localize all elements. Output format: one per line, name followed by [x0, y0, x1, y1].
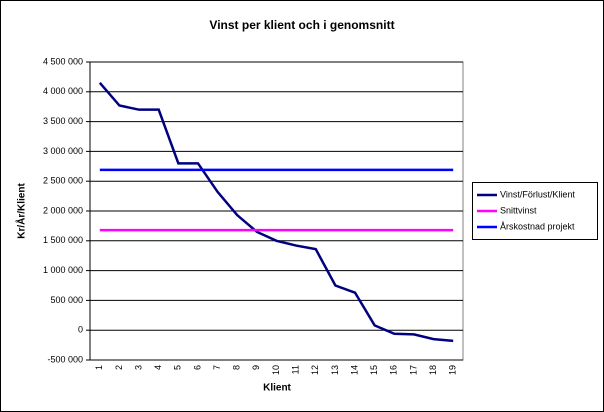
chart-title: Vinst per klient och i genomsnitt — [209, 18, 394, 32]
x-tick-label: 11 — [291, 365, 301, 374]
x-tick-label: 15 — [369, 365, 379, 375]
y-tick-label: 2 000 000 — [43, 205, 83, 215]
x-tick-label: 4 — [153, 365, 163, 370]
y-tick-label: 4 000 000 — [43, 86, 83, 96]
y-tick-label: 1 000 000 — [43, 265, 83, 275]
y-axis-label: Kr/År/Klient — [15, 183, 28, 239]
y-tick-label: 3 500 000 — [43, 116, 83, 126]
x-tick-label: 10 — [271, 365, 281, 375]
y-tick-label: 3 000 000 — [43, 146, 83, 156]
x-tick-label: 8 — [232, 365, 242, 370]
legend-label: Snittvinst — [500, 205, 537, 215]
x-tick-label: 17 — [408, 365, 418, 375]
x-tick-label: 6 — [192, 365, 202, 370]
y-tick-label: 500 000 — [50, 295, 83, 305]
x-tick-label: 5 — [173, 365, 183, 370]
y-tick-label: 1 500 000 — [43, 235, 83, 245]
x-tick-label: 9 — [251, 365, 261, 370]
x-tick-label: 7 — [212, 365, 222, 370]
y-tick-label: 4 500 000 — [43, 56, 83, 66]
y-tick-label: 0 — [78, 325, 83, 335]
x-axis-label: Klient — [263, 383, 291, 394]
x-tick-label: 2 — [114, 365, 124, 370]
x-tick-label: 14 — [349, 365, 359, 375]
legend-label: Vinst/Förlust/Klient — [500, 189, 575, 199]
x-tick-label: 18 — [428, 365, 438, 375]
x-tick-label: 19 — [448, 365, 458, 375]
y-tick-label: 2 500 000 — [43, 176, 83, 186]
legend-label: Årskostnad projekt — [500, 221, 575, 231]
x-tick-label: 1 — [94, 365, 104, 370]
x-tick-label: 13 — [330, 365, 340, 375]
x-tick-label: 3 — [133, 365, 143, 370]
x-tick-label: 12 — [310, 365, 320, 375]
y-tick-label: -500 000 — [47, 354, 83, 364]
x-tick-label: 16 — [389, 365, 399, 375]
series-line — [98, 82, 454, 343]
